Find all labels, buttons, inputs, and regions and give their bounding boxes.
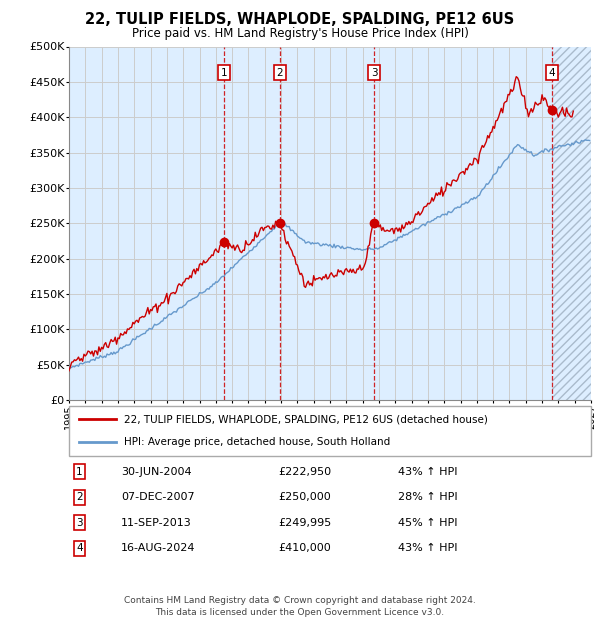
Text: 4: 4 (76, 543, 83, 553)
Text: 11-SEP-2013: 11-SEP-2013 (121, 518, 192, 528)
Text: 4: 4 (548, 68, 555, 78)
Text: 1: 1 (76, 467, 83, 477)
Text: 2: 2 (277, 68, 283, 78)
Text: 16-AUG-2024: 16-AUG-2024 (121, 543, 196, 553)
Text: 3: 3 (371, 68, 377, 78)
Text: 22, TULIP FIELDS, WHAPLODE, SPALDING, PE12 6US: 22, TULIP FIELDS, WHAPLODE, SPALDING, PE… (85, 12, 515, 27)
Bar (552, 46, 591, 400)
Text: 28% ↑ HPI: 28% ↑ HPI (398, 492, 457, 502)
Text: 3: 3 (76, 518, 83, 528)
Bar (552, 46, 591, 400)
Text: £249,995: £249,995 (278, 518, 331, 528)
Text: £222,950: £222,950 (278, 467, 331, 477)
FancyBboxPatch shape (69, 406, 591, 456)
Text: £250,000: £250,000 (278, 492, 331, 502)
Text: 1: 1 (221, 68, 227, 78)
Text: 30-JUN-2004: 30-JUN-2004 (121, 467, 192, 477)
Text: 2: 2 (76, 492, 83, 502)
Text: £410,000: £410,000 (278, 543, 331, 553)
Text: Contains HM Land Registry data © Crown copyright and database right 2024.
This d: Contains HM Land Registry data © Crown c… (124, 596, 476, 617)
Text: Price paid vs. HM Land Registry's House Price Index (HPI): Price paid vs. HM Land Registry's House … (131, 27, 469, 40)
Text: 43% ↑ HPI: 43% ↑ HPI (398, 543, 457, 553)
Text: HPI: Average price, detached house, South Holland: HPI: Average price, detached house, Sout… (124, 437, 390, 447)
Text: 43% ↑ HPI: 43% ↑ HPI (398, 467, 457, 477)
Text: 22, TULIP FIELDS, WHAPLODE, SPALDING, PE12 6US (detached house): 22, TULIP FIELDS, WHAPLODE, SPALDING, PE… (124, 415, 488, 425)
Text: 07-DEC-2007: 07-DEC-2007 (121, 492, 195, 502)
Text: 45% ↑ HPI: 45% ↑ HPI (398, 518, 457, 528)
